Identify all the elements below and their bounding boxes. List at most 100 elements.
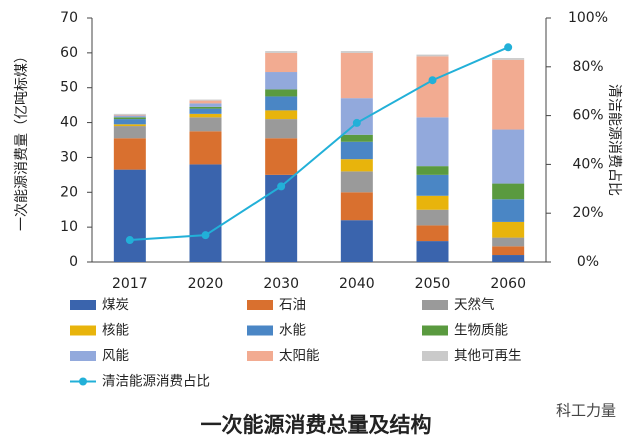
bar-segment	[265, 51, 298, 53]
bar-segment	[265, 72, 298, 90]
legend-swatch	[70, 351, 96, 361]
bar-segment	[265, 96, 298, 111]
line-point	[277, 182, 286, 191]
legend-marker	[79, 377, 87, 386]
bar-segment	[340, 51, 373, 53]
bar-segment	[189, 117, 222, 132]
bar-segment	[492, 59, 525, 130]
y2-tick-label: 80%	[572, 59, 603, 75]
y-tick-label: 60	[60, 45, 78, 61]
bar-segment	[492, 58, 525, 60]
bar-segment	[113, 119, 146, 125]
bar-segment	[416, 209, 449, 226]
legend-label: 太阳能	[279, 348, 320, 364]
bar-segment	[416, 174, 449, 196]
chart-title: 一次能源消费总量及结构	[201, 413, 432, 437]
bar-segment	[113, 138, 146, 170]
bar-segment	[492, 183, 525, 200]
bar-segment	[113, 117, 146, 120]
y-tick-label: 10	[60, 219, 78, 235]
bar-segment	[416, 241, 449, 262]
y-tick-label: 30	[60, 149, 78, 165]
y-tick-label: 20	[60, 184, 78, 200]
bar-segment	[340, 141, 373, 160]
bar-segment	[492, 255, 525, 262]
bar-segment	[340, 52, 373, 99]
bar-segment	[265, 110, 298, 120]
legend-swatch	[247, 351, 273, 361]
bar-segment	[113, 113, 146, 115]
bar-segment	[113, 114, 146, 116]
bar-segment	[189, 131, 222, 165]
x-tick-label: 2017	[112, 276, 148, 292]
line-point	[125, 236, 134, 245]
y2-tick-label: 20%	[572, 205, 603, 221]
bar-segment	[265, 138, 298, 175]
legend-swatch	[422, 300, 448, 310]
y2-tick-label: 0%	[577, 254, 599, 270]
y-tick-label: 0	[69, 254, 78, 270]
bar-segment	[265, 119, 298, 139]
bar-segment	[416, 54, 449, 57]
legend-swatch	[422, 325, 448, 336]
x-tick-label: 2020	[188, 276, 224, 292]
bar-segment	[416, 225, 449, 242]
bar-segment	[113, 169, 146, 262]
y2-tick-label: 40%	[572, 156, 603, 172]
y2-tick-label: 60%	[572, 108, 603, 124]
bar-segment	[340, 134, 373, 142]
bar-segment	[492, 246, 525, 256]
line-point	[428, 76, 437, 85]
bar-segment	[340, 220, 373, 262]
legend-label: 天然气	[454, 296, 495, 313]
legend-label: 核能	[102, 323, 129, 339]
bar-segment	[416, 195, 449, 210]
bar-segment	[189, 113, 222, 118]
y-tick-label: 40	[60, 115, 78, 131]
bar-segment	[340, 171, 373, 193]
bar-segment	[340, 192, 373, 221]
x-tick-label: 2060	[490, 276, 526, 292]
bar-segment	[113, 126, 146, 139]
legend-label: 水能	[279, 323, 306, 339]
watermark: 科工力量	[556, 402, 616, 420]
line	[129, 46, 509, 242]
legend-label: 其他可再生	[454, 348, 522, 364]
bar-segment	[189, 103, 222, 107]
x-tick-label: 2030	[263, 276, 299, 292]
legend-label: 风能	[102, 348, 129, 364]
bar-segment	[113, 115, 146, 118]
line-point	[504, 43, 513, 52]
y-axis-label: 一次能源消费量（亿吨标煤）	[14, 49, 30, 231]
legend-swatch	[247, 300, 273, 310]
line-point	[201, 231, 210, 240]
bar-segment	[189, 164, 222, 262]
bar-segment	[492, 199, 525, 222]
bar-segment	[416, 117, 449, 167]
y-tick-label: 50	[60, 80, 78, 96]
bar-segment	[492, 129, 525, 184]
line-point	[352, 118, 361, 127]
y2-axis-label: 清洁能源消费占比	[606, 84, 622, 196]
legend-label: 生物质能	[454, 323, 508, 339]
bar-segment	[416, 166, 449, 175]
bar-segment	[492, 221, 525, 238]
bar-segment	[189, 99, 222, 101]
y2-tick-label: 100%	[568, 10, 608, 26]
bar-segment	[340, 159, 373, 172]
legend-label: 煤炭	[102, 297, 129, 313]
legend-swatch	[70, 325, 96, 336]
legend-swatch	[422, 351, 448, 361]
bar-segment	[265, 52, 298, 73]
legend-label: 石油	[279, 297, 306, 313]
y-tick-label: 70	[60, 10, 78, 26]
bar-segment	[189, 106, 222, 109]
legend-swatch	[70, 300, 96, 310]
legend-label: 清洁能源消费占比	[102, 374, 210, 390]
bar-segment	[492, 237, 525, 247]
bar-segment	[265, 89, 298, 97]
x-tick-label: 2040	[339, 276, 375, 292]
bar-segment	[189, 100, 222, 104]
